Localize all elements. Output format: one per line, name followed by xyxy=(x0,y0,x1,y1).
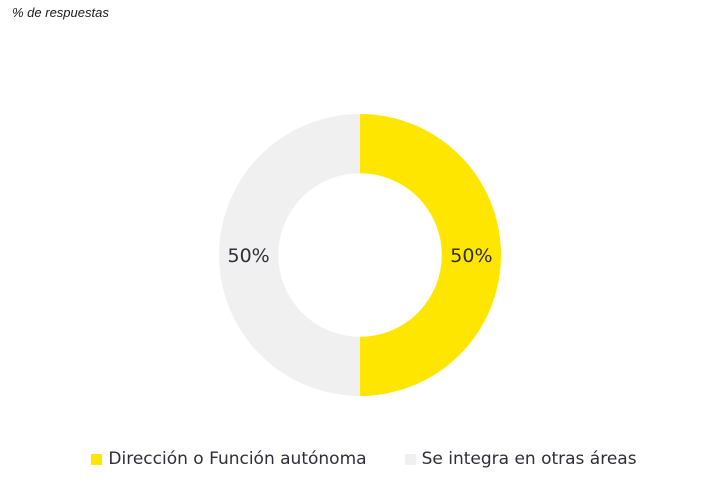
chart-legend: Dirección o Función autónoma Se integra … xyxy=(0,449,728,469)
chart-subtitle: % de respuestas xyxy=(12,5,109,20)
donut-slices xyxy=(219,114,501,396)
donut-slice-0 xyxy=(360,114,501,396)
legend-swatch xyxy=(404,453,416,465)
data-label-0: 50% xyxy=(450,245,492,267)
data-label-1: 50% xyxy=(227,245,269,267)
legend-label: Dirección o Función autónoma xyxy=(108,449,367,469)
legend-swatch xyxy=(91,453,103,465)
donut-chart: 50% 50% xyxy=(219,114,501,396)
donut-slice-1 xyxy=(219,114,360,396)
data-labels: 50% 50% xyxy=(227,245,492,267)
legend-item-se-integra: Se integra en otras áreas xyxy=(404,449,637,469)
legend-item-direccion: Dirección o Función autónoma xyxy=(91,449,367,469)
legend-label: Se integra en otras áreas xyxy=(421,449,637,469)
